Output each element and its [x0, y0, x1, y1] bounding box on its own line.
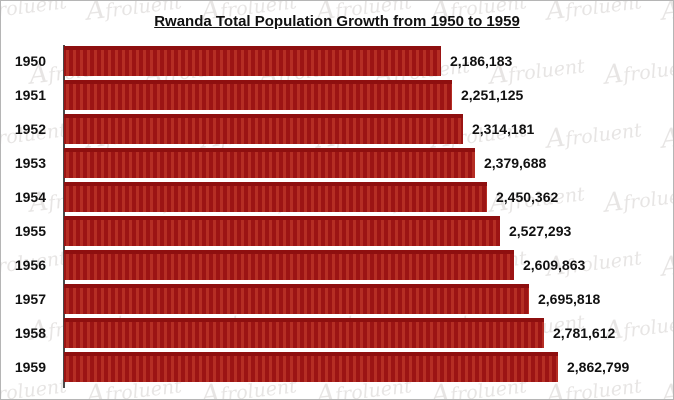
value-label: 2,609,863	[523, 257, 586, 273]
chart-row: 1959 2,862,799	[1, 352, 669, 382]
year-label: 1955	[14, 223, 46, 239]
chart-row: 1950 2,186,183	[1, 46, 669, 76]
chart-row: 1954 2,450,362	[1, 182, 669, 212]
value-label: 2,781,612	[553, 325, 616, 341]
year-label: 1952	[14, 121, 46, 137]
year-label: 1959	[14, 359, 46, 375]
value-label: 2,251,125	[461, 87, 524, 103]
chart-row: 1958 2,781,612	[1, 318, 669, 348]
bar	[64, 352, 558, 382]
value-label: 2,527,293	[509, 223, 572, 239]
bar	[64, 318, 544, 348]
chart-row: 1957 2,695,818	[1, 284, 669, 314]
bar	[64, 250, 514, 280]
year-label: 1953	[14, 155, 46, 171]
year-label: 1956	[14, 257, 46, 273]
year-label: 1957	[14, 291, 46, 307]
value-label: 2,314,181	[472, 121, 535, 137]
bar	[64, 148, 475, 178]
year-label: 1951	[14, 87, 46, 103]
value-label: 2,695,818	[538, 291, 601, 307]
value-label: 2,862,799	[567, 359, 630, 375]
bar	[64, 46, 441, 76]
bar	[64, 182, 487, 212]
chart-row: 1951 2,251,125	[1, 80, 669, 110]
year-label: 1950	[14, 53, 46, 69]
year-label: 1954	[14, 189, 46, 205]
bar	[64, 114, 463, 144]
chart-row: 1956 2,609,863	[1, 250, 669, 280]
value-label: 2,186,183	[450, 53, 513, 69]
chart-row: 1952 2,314,181	[1, 114, 669, 144]
value-label: 2,450,362	[496, 189, 559, 205]
bar	[64, 216, 500, 246]
year-label: 1958	[14, 325, 46, 341]
chart-rows: 1950 2,186,183 1951 2,251,125 1952 2,314,181 1…	[1, 46, 669, 386]
chart-title: Rwanda Total Population Growth from 1950…	[154, 13, 520, 30]
bar	[64, 80, 452, 110]
value-label: 2,379,688	[484, 155, 547, 171]
bar	[64, 284, 529, 314]
chart-row: 1955 2,527,293	[1, 216, 669, 246]
chart-row: 1953 2,379,688	[1, 148, 669, 178]
